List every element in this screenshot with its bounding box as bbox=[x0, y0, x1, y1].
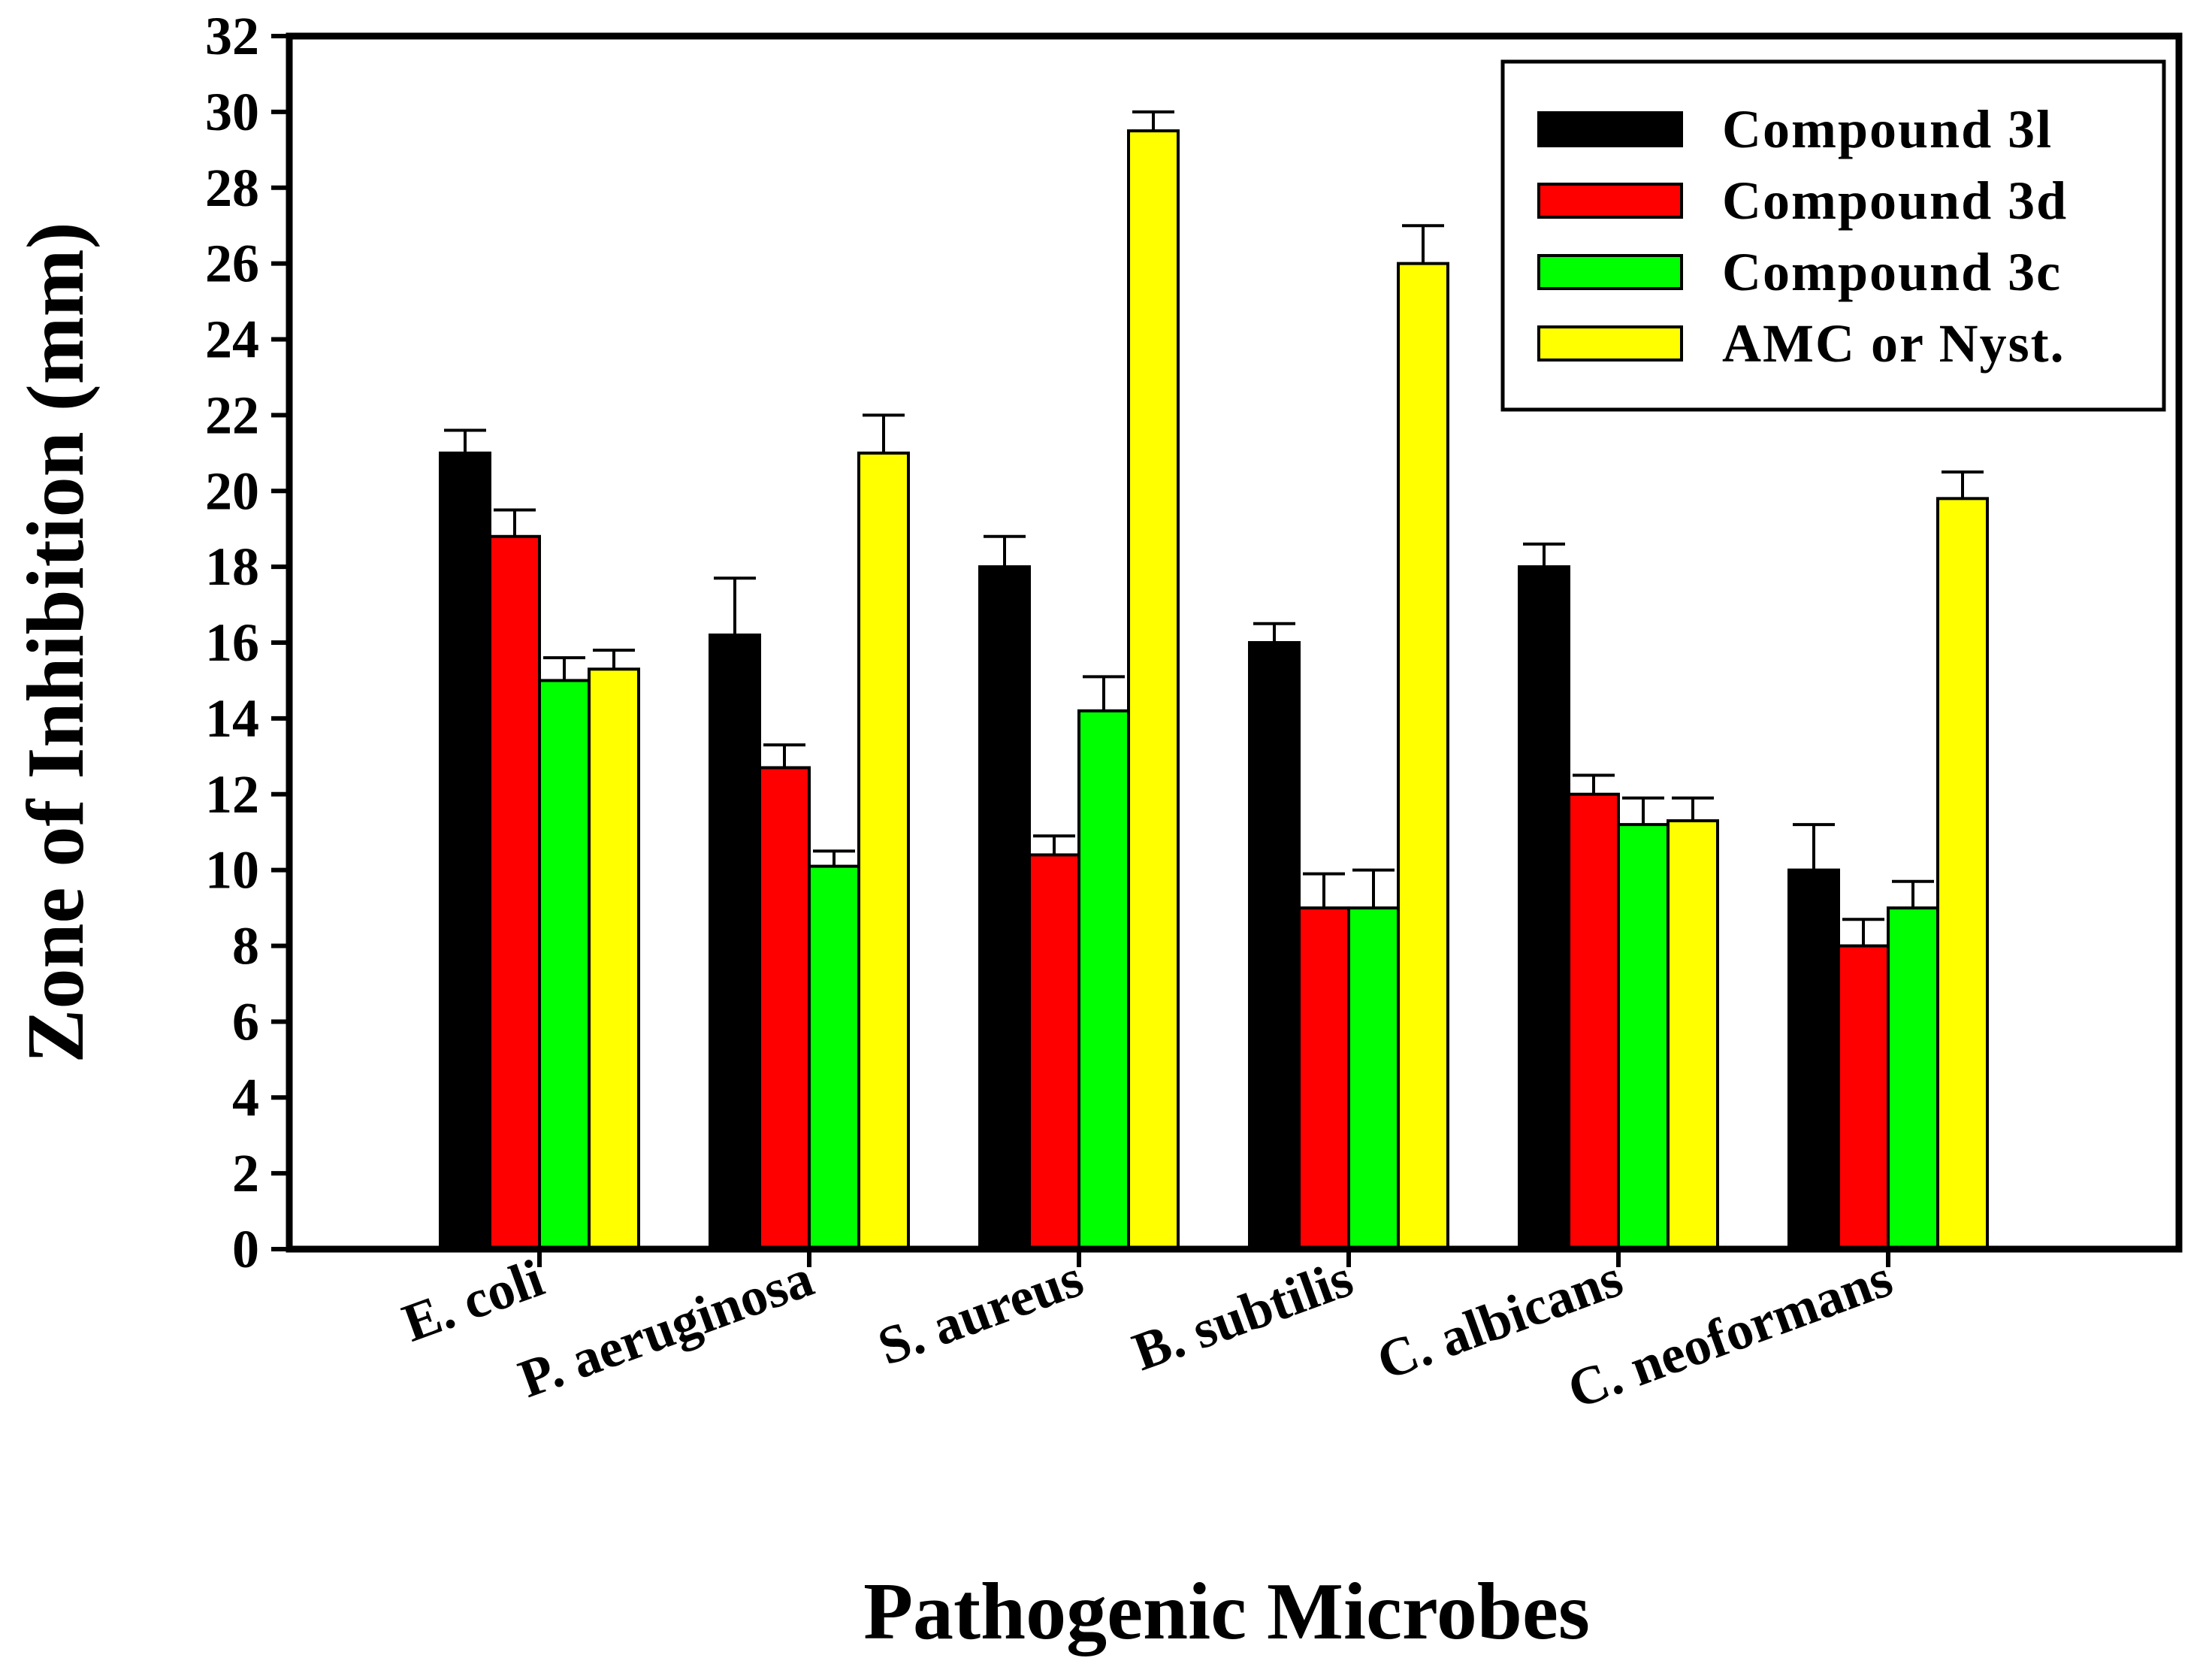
bar-compound-3l-5 bbox=[1787, 868, 1840, 1251]
bar-amc-or-nyst--1 bbox=[857, 451, 910, 1251]
legend-label: Compound 3c bbox=[1722, 242, 2062, 302]
bar-compound-3d-3 bbox=[1298, 906, 1350, 1251]
bar-compound-3c-2 bbox=[1077, 709, 1130, 1251]
bar-compound-3l-4 bbox=[1518, 565, 1570, 1251]
bar-compound-3l-1 bbox=[709, 633, 761, 1251]
bar-amc-or-nyst--2 bbox=[1127, 129, 1180, 1251]
y-tick-label: 4 bbox=[232, 1067, 259, 1127]
y-tick-label: 16 bbox=[205, 613, 259, 673]
x-tick-label: P. aeruginosa bbox=[511, 1248, 820, 1409]
bar-amc-or-nyst--3 bbox=[1397, 262, 1449, 1251]
bar-compound-3c-3 bbox=[1347, 906, 1400, 1251]
y-tick-label: 32 bbox=[205, 6, 259, 66]
legend-label: Compound 3d bbox=[1722, 171, 2068, 231]
y-tick-label: 14 bbox=[205, 688, 259, 749]
plot-frame bbox=[286, 32, 2183, 1253]
y-tick-label: 6 bbox=[232, 991, 259, 1051]
bar-compound-3c-4 bbox=[1617, 823, 1670, 1251]
bar-compound-3d-5 bbox=[1837, 944, 1890, 1251]
y-tick-label: 24 bbox=[205, 310, 259, 370]
bar-amc-or-nyst--5 bbox=[1936, 497, 1989, 1251]
legend: Compound 3l Compound 3d Compound 3c AMC or … bbox=[1500, 59, 2166, 412]
y-tick-label: 28 bbox=[205, 158, 259, 218]
x-tick-label: E. coli bbox=[395, 1248, 551, 1354]
legend-label: Compound 3l bbox=[1722, 99, 2053, 159]
bar-amc-or-nyst--4 bbox=[1667, 819, 1719, 1251]
y-tick-label: 2 bbox=[232, 1143, 259, 1203]
bar-compound-3d-2 bbox=[1028, 853, 1080, 1251]
x-tick-label: B. subtilis bbox=[1125, 1248, 1360, 1382]
bar-compound-3c-1 bbox=[808, 864, 860, 1251]
error-bars-layer bbox=[444, 110, 1984, 946]
y-tick-label: 8 bbox=[232, 916, 259, 976]
bar-compound-3d-4 bbox=[1567, 792, 1620, 1251]
bar-compound-3d-1 bbox=[758, 766, 811, 1251]
y-tick-label: 30 bbox=[205, 82, 259, 142]
y-tick-label: 0 bbox=[232, 1219, 259, 1279]
legend-swatch bbox=[1537, 111, 1683, 147]
bar-compound-3l-0 bbox=[439, 451, 491, 1251]
y-tick-label: 10 bbox=[205, 840, 259, 900]
bar-compound-3d-0 bbox=[488, 534, 541, 1251]
bar-compound-3c-0 bbox=[538, 679, 591, 1251]
y-tick-label: 26 bbox=[205, 234, 259, 294]
bar-compound-3l-3 bbox=[1248, 641, 1301, 1251]
x-tick-label: S. aureus bbox=[870, 1248, 1090, 1377]
bar-compound-3l-2 bbox=[978, 565, 1031, 1251]
y-axis-title: Zone of Inhibition (mm) bbox=[11, 222, 101, 1063]
legend-label: AMC or Nyst. bbox=[1722, 313, 2065, 374]
legend-swatch bbox=[1537, 325, 1683, 362]
legend-swatch bbox=[1537, 254, 1683, 290]
y-tick-label: 22 bbox=[205, 385, 259, 445]
x-axis-title: Pathogenic Microbes bbox=[863, 1567, 1590, 1656]
bar-amc-or-nyst--0 bbox=[588, 667, 640, 1251]
y-tick-label: 20 bbox=[205, 461, 259, 521]
y-tick-label: 18 bbox=[205, 537, 259, 597]
bar-compound-3c-5 bbox=[1887, 906, 1939, 1251]
y-tick-label: 12 bbox=[205, 764, 259, 824]
legend-swatch bbox=[1537, 183, 1683, 219]
